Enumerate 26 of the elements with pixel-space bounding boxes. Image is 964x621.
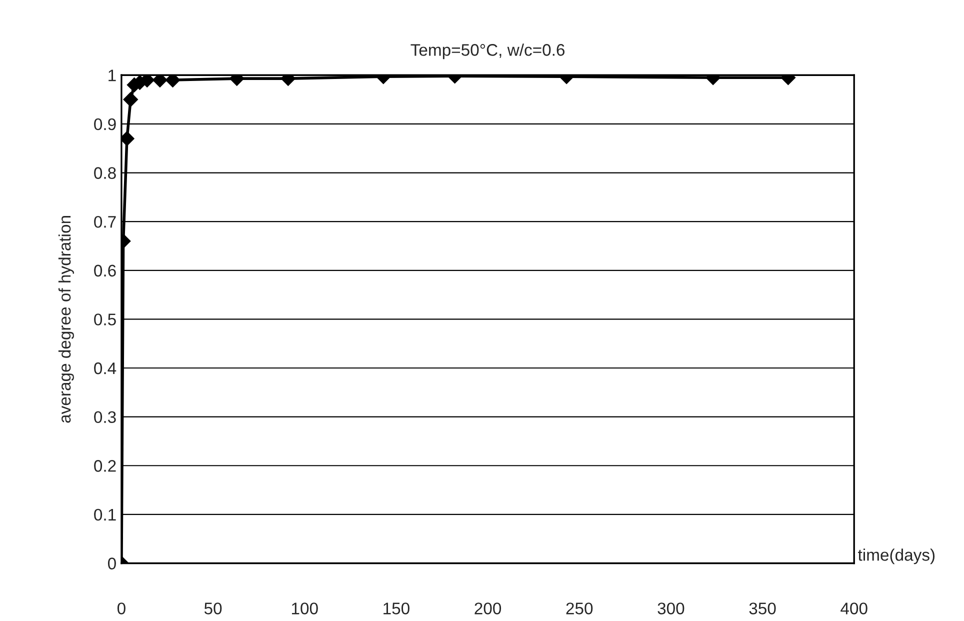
x-tick-label: 350: [749, 602, 776, 614]
chart-title: Temp=50°C, w/c=0.6: [410, 44, 564, 60]
y-tick-label: 0.9: [94, 118, 116, 130]
point: [121, 131, 134, 146]
x-tick-label: 300: [658, 602, 684, 614]
x-tick-label: 200: [474, 602, 502, 614]
y-tick-label: 0.8: [94, 167, 116, 179]
y-tick-label: 0.2: [94, 460, 116, 472]
y-tick-label: 0.1: [94, 508, 116, 521]
x-tick-label: 250: [566, 602, 593, 614]
x-axis-title: time(days): [858, 548, 935, 564]
y-tick-label: 0.4: [94, 362, 116, 374]
x-tick-label: 400: [840, 602, 868, 614]
y-tick-label: 0.5: [94, 314, 116, 326]
y-tick-label: 0.3: [94, 411, 116, 424]
y-axis-title: average degree of hydration: [58, 216, 74, 423]
x-tick-label: 150: [384, 602, 410, 614]
x-tick-label: 50: [204, 602, 222, 614]
x-tick-label: 100: [292, 602, 318, 614]
y-tick-label: 1: [108, 70, 116, 82]
y-tick-label: 0.6: [94, 264, 116, 277]
point: [152, 75, 168, 88]
point: [165, 75, 180, 88]
x-tick-label: 0: [117, 602, 126, 614]
y-tick-label: 0: [108, 558, 116, 570]
y-tick-label: 0.7: [94, 216, 116, 228]
